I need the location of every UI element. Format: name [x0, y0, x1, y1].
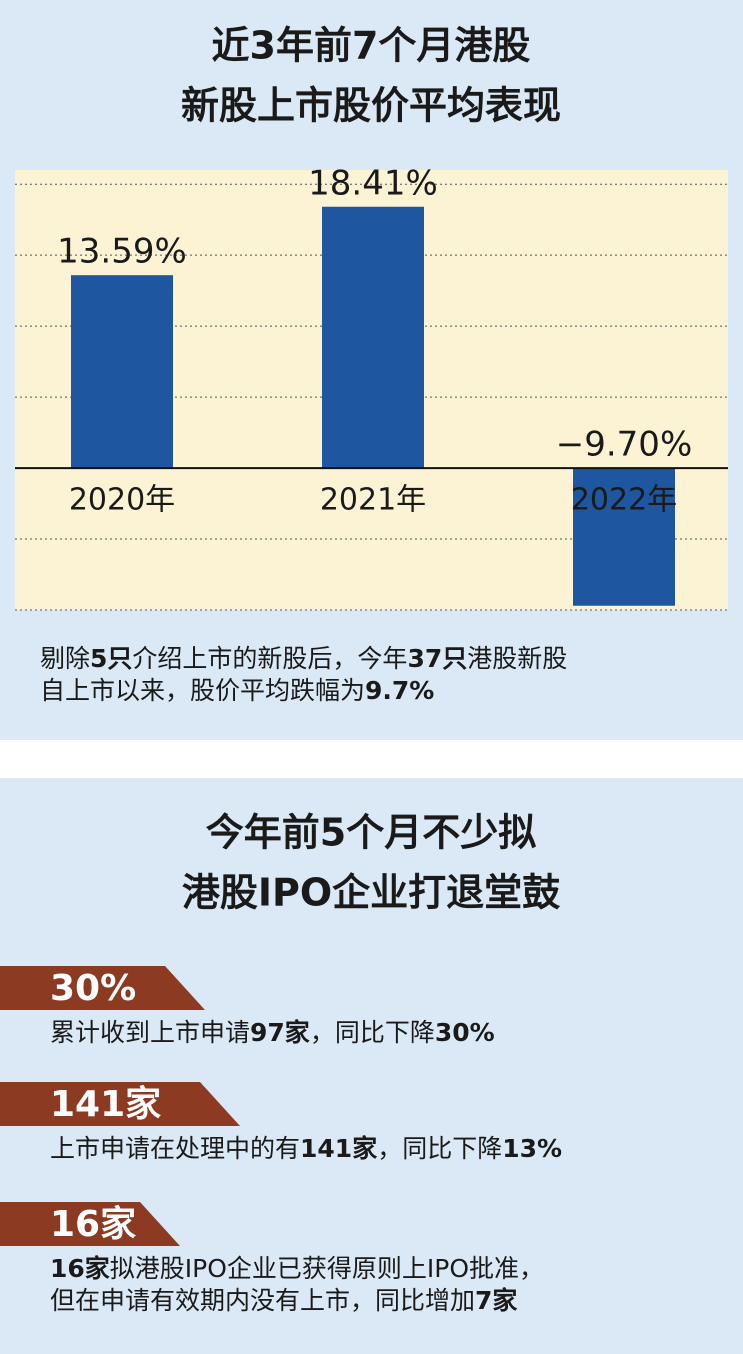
bar — [322, 206, 424, 469]
value-label: 13.59% — [57, 232, 187, 272]
text-line: 上市申请在处理中的有141家，同比下降13% — [50, 1134, 562, 1163]
body-text: 介绍上市的新股后，今年 — [132, 644, 407, 673]
body-text: 但在申请有效期内没有上市，同比增加 — [50, 1286, 475, 1315]
bold-text: 97家 — [250, 1018, 310, 1047]
x-tick-label: 2022年 — [571, 483, 677, 518]
bold-text: 7家 — [475, 1286, 517, 1315]
tag-band — [0, 1082, 240, 1126]
body-text: 拟港股IPO企业已获得原则上IPO批准， — [110, 1254, 544, 1283]
body-text: 自上市以来，股价平均跌幅为 — [40, 676, 365, 705]
x-tick-label: 2021年 — [320, 483, 426, 518]
body-text: 上市申请在处理中的有 — [50, 1134, 300, 1163]
tag-band — [0, 1202, 180, 1246]
tag-label: 141家 — [50, 1084, 161, 1125]
bold-text: 16家 — [50, 1254, 110, 1283]
x-tick-label: 2020年 — [69, 483, 175, 518]
bold-text: 141家 — [300, 1134, 377, 1163]
tag-label: 16家 — [50, 1204, 136, 1245]
bold-text: 9.7% — [365, 676, 434, 705]
text-line: 剔除5只介绍上市的新股后，今年37只港股新股 — [40, 644, 567, 673]
section-title: 港股IPO企业打退堂鼓 — [182, 871, 561, 915]
bold-text: 30% — [435, 1018, 495, 1047]
bar — [71, 275, 173, 469]
text-line: 但在申请有效期内没有上市，同比增加7家 — [50, 1286, 517, 1315]
bar — [573, 468, 675, 606]
bottom-panel — [0, 778, 743, 1354]
chart-title: 新股上市股价平均表现 — [181, 84, 561, 128]
text-line: 自上市以来，股价平均跌幅为9.7% — [40, 676, 434, 705]
text-line: 累计收到上市申请97家，同比下降30% — [50, 1018, 495, 1047]
body-text: 累计收到上市申请 — [50, 1018, 250, 1047]
tag-band — [0, 966, 205, 1010]
body-text: 港股新股 — [467, 644, 567, 673]
value-label: −9.70% — [556, 425, 693, 465]
value-label: 18.41% — [308, 163, 438, 203]
bold-text: 13% — [502, 1134, 562, 1163]
bold-text: 37只 — [407, 644, 467, 673]
bold-text: 5只 — [90, 644, 132, 673]
tag-label: 30% — [50, 968, 136, 1009]
body-text: ，同比下降 — [377, 1134, 502, 1163]
body-text: 剔除 — [40, 644, 90, 673]
section-title: 今年前5个月不少拟 — [206, 811, 536, 855]
chart-title: 近3年前7个月港股 — [212, 24, 531, 68]
text-line: 16家拟港股IPO企业已获得原则上IPO批准， — [50, 1254, 544, 1283]
body-text: ，同比下降 — [310, 1018, 435, 1047]
